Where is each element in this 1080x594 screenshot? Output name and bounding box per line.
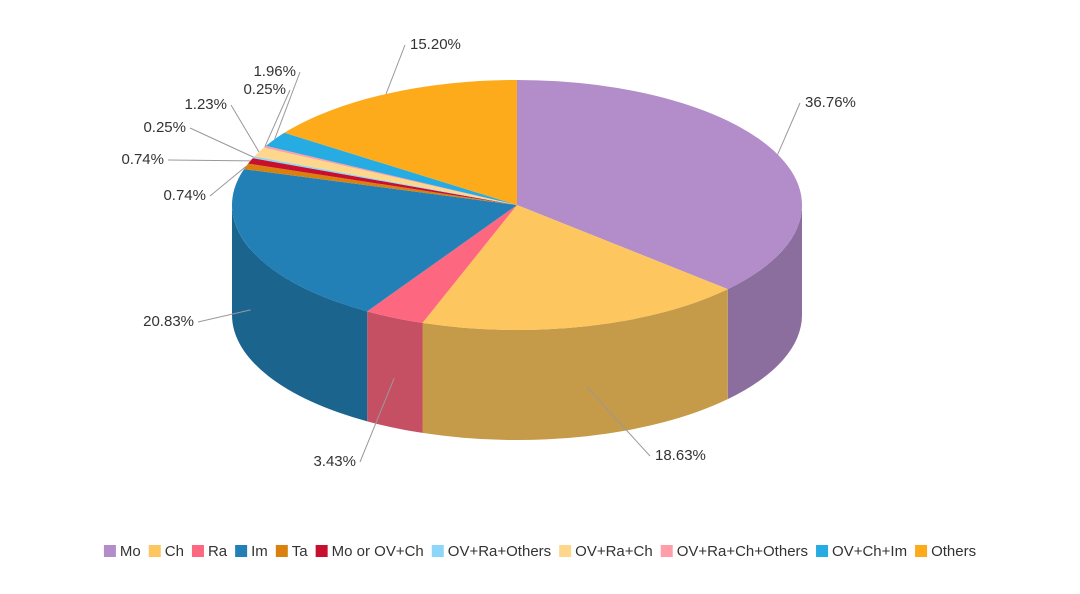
slice-side bbox=[367, 311, 423, 433]
leader-line bbox=[274, 71, 301, 140]
slice-side bbox=[727, 205, 802, 400]
legend-swatch bbox=[431, 545, 444, 557]
leader-line bbox=[230, 104, 260, 153]
slice bbox=[422, 205, 728, 330]
slice bbox=[517, 80, 803, 290]
leader-line bbox=[167, 159, 251, 162]
legend-label: Ta bbox=[292, 543, 309, 560]
leader-line bbox=[777, 102, 801, 155]
legend-swatch bbox=[148, 545, 161, 557]
legend-swatch bbox=[915, 545, 928, 557]
data-label: 15.20% bbox=[410, 36, 461, 53]
data-label: 18.63% bbox=[655, 447, 706, 464]
legend-swatch bbox=[235, 545, 248, 557]
slice bbox=[243, 163, 517, 205]
leader-line bbox=[197, 309, 251, 323]
legend-swatch bbox=[191, 545, 204, 557]
legend-label: OV+Ra+Ch+Others bbox=[677, 543, 808, 560]
slice bbox=[263, 145, 517, 205]
slice bbox=[367, 205, 517, 323]
legend-swatch bbox=[660, 545, 673, 557]
slice bbox=[252, 156, 517, 205]
slice bbox=[248, 158, 517, 205]
leader-line bbox=[189, 127, 254, 158]
data-label: 0.25% bbox=[143, 119, 186, 136]
legend-swatch bbox=[275, 545, 288, 557]
slice bbox=[232, 169, 518, 312]
data-label: 1.23% bbox=[184, 96, 227, 113]
leader-line bbox=[359, 378, 395, 463]
slice bbox=[265, 132, 517, 205]
data-label: 0.74% bbox=[121, 151, 164, 168]
slice-side bbox=[231, 205, 368, 422]
leader-line bbox=[385, 44, 406, 95]
legend-label: OV+Ch+Im bbox=[832, 543, 907, 560]
leader-line bbox=[586, 386, 651, 457]
legend-swatch bbox=[103, 545, 116, 557]
data-label: 0.74% bbox=[163, 187, 206, 204]
slice-side bbox=[422, 289, 728, 441]
leader-line bbox=[264, 89, 291, 147]
legend-label: OV+Ra+Ch bbox=[575, 543, 653, 560]
legend-label: Mo or OV+Ch bbox=[332, 543, 424, 560]
legend-swatch bbox=[816, 545, 829, 557]
legend-swatch bbox=[559, 545, 572, 557]
legend-label: Im bbox=[251, 543, 268, 560]
slice bbox=[284, 80, 517, 205]
slice bbox=[254, 147, 517, 205]
leader-line bbox=[209, 165, 247, 197]
legend-label: Others bbox=[931, 543, 976, 560]
data-label: 20.83% bbox=[143, 313, 194, 330]
legend-label: Mo bbox=[120, 543, 141, 560]
data-label: 3.43% bbox=[313, 453, 356, 470]
legend: Mo Ch Ra Im Ta Mo or OV+Ch OV+Ra+Others OV+Ra+C… bbox=[103, 543, 976, 560]
legend-label: Ch bbox=[165, 543, 184, 560]
data-label: 0.25% bbox=[243, 81, 286, 98]
legend-label: OV+Ra+Others bbox=[448, 543, 551, 560]
legend-swatch bbox=[315, 545, 328, 557]
legend-label: Ra bbox=[208, 543, 228, 560]
data-label: 36.76% bbox=[805, 94, 856, 111]
data-label: 1.96% bbox=[253, 63, 296, 80]
